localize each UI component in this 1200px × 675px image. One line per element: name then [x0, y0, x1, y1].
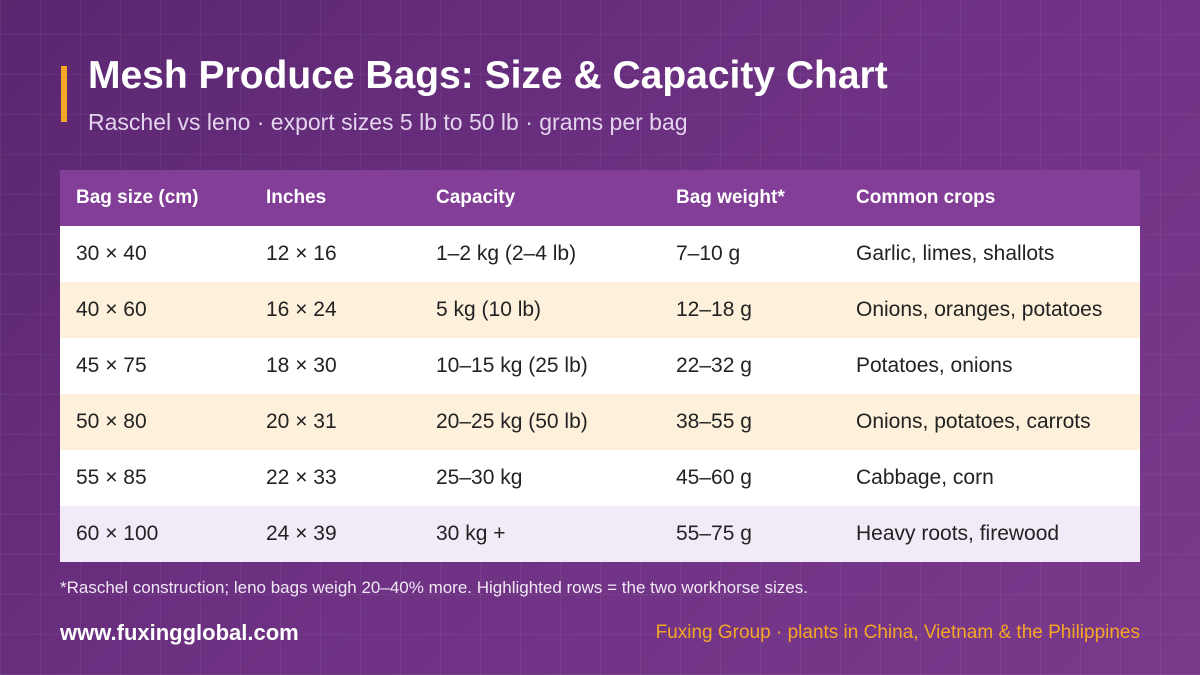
table-cell: 7–10 g: [676, 242, 741, 265]
table-cell: 22 × 33: [266, 466, 337, 489]
table-cell: 55–75 g: [676, 522, 752, 545]
table-cell: 45 × 75: [76, 354, 147, 377]
table-cell: 50 × 80: [76, 410, 147, 433]
table-cell: 1–2 kg (2–4 lb): [436, 242, 577, 265]
table-cell: 18 × 30: [266, 354, 337, 377]
table-cell: Onions, oranges, potatoes: [856, 298, 1103, 321]
table-row: 55 × 85 22 × 33 25–30 kg 45–60 g Cabbage, co…: [60, 450, 1140, 506]
table-cell: Garlic, limes, shallots: [856, 242, 1055, 265]
table-cell: 24 × 39: [266, 522, 337, 545]
table-cell: 10–15 kg (25 lb): [436, 354, 588, 377]
footer-url: www.fuxingglobal.com: [60, 620, 299, 645]
table-row: 60 × 100 24 × 39 30 kg + 55–75 g Heavy roots…: [60, 506, 1140, 562]
table-row: 30 × 40 12 × 16 1–2 kg (2–4 lb) 7–10 g Garli…: [60, 226, 1140, 282]
table-row: 45 × 75 18 × 30 10–15 kg (25 lb) 22–32 g Pot…: [60, 338, 1140, 394]
header-row: Bag size (cm) Inches Capacity Bag weight* Co…: [60, 170, 1140, 226]
table-cell: Onions, potatoes, carrots: [856, 410, 1091, 433]
column-header: Bag weight*: [676, 187, 785, 208]
table-cell: 5 kg (10 lb): [436, 298, 542, 321]
table-cell: 60 × 100: [76, 522, 159, 545]
table-cell: 40 × 60: [76, 298, 147, 321]
table-cell: 12–18 g: [676, 298, 752, 321]
table-cell: 22–32 g: [676, 354, 752, 377]
table-cell: 20 × 31: [266, 410, 337, 433]
table-cell: 12 × 16: [266, 242, 337, 265]
table-cell: 38–55 g: [676, 410, 752, 433]
table-row: 40 × 60 16 × 24 5 kg (10 lb) 12–18 g Onions,…: [60, 282, 1140, 338]
table-cell: 30 × 40: [76, 242, 147, 265]
table-cell: 45–60 g: [676, 466, 752, 489]
table-cell: Cabbage, corn: [856, 466, 994, 489]
table-cell: 25–30 kg: [436, 466, 523, 489]
table-cell: 55 × 85: [76, 466, 147, 489]
table-cell: 30 kg +: [436, 522, 506, 545]
table: Bag size (cm) Inches Capacity Bag weight* Co…: [60, 170, 1140, 562]
column-header: Common crops: [856, 187, 996, 208]
column-header: Bag size (cm): [76, 187, 199, 208]
column-header: Inches: [266, 187, 327, 208]
title: Mesh Produce Bags: Size & Capacity Chart: [88, 54, 888, 97]
table-row: 50 × 80 20 × 31 20–25 kg (50 lb) 38–55 g Oni…: [60, 394, 1140, 450]
table-cell: 20–25 kg (50 lb): [436, 410, 588, 433]
table-cell: Heavy roots, firewood: [856, 522, 1060, 545]
table-cell: 16 × 24: [266, 298, 337, 321]
accent-bar: [61, 66, 67, 122]
column-header: Capacity: [436, 187, 516, 208]
footer-tagline: Fuxing Group · plants in China, Vietnam …: [655, 622, 1140, 643]
footnote: *Raschel construction; leno bags weigh 2…: [60, 578, 808, 597]
subtitle: Raschel vs leno · export sizes 5 lb to 5…: [88, 109, 688, 135]
table-cell: Potatoes, onions: [856, 354, 1013, 377]
